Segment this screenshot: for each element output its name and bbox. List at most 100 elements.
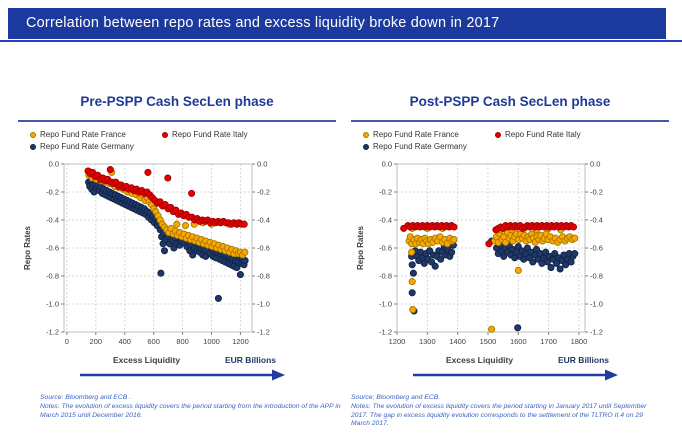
data-point [448,248,456,256]
y-tick-label: -0.4 [379,216,392,225]
data-point [569,223,578,231]
data-point [181,222,190,230]
y-tick-label: -0.2 [379,188,392,197]
data-point [514,324,522,332]
x-axis-label-row: Excess Liquidity EUR Billions [14,355,340,367]
data-point [409,269,417,277]
scatter-plot: 0.0 0.0 -0.2 -0.2 -0.4 -0.4 -0.6 -0.6 -0.8 -0.8 -1… [356,160,603,346]
y-tick-label: -0.8 [257,272,270,281]
legend-item: Repo Fund Rate France [363,130,495,139]
data-point [241,248,249,256]
legend-marker-icon [495,131,501,138]
legend-label: Repo Fund Rate Italy [505,130,581,139]
data-point [556,265,564,273]
data-point [485,240,493,248]
y-tick-label: -0.8 [379,272,392,281]
y-tick-label: -1.0 [257,300,270,309]
legend-label: Repo Fund Rate France [373,130,459,139]
data-point [450,236,458,244]
data-point [240,220,248,228]
data-point [529,258,537,266]
chart-legend: Repo Fund Rate France Repo Fund Rate Ital… [363,130,673,151]
data-point [408,278,416,286]
chart-panel-pre-pspp: Pre-PSPP Cash SecLen phase Repo Fund Rat… [14,94,341,420]
x-tick-label: 1500 [480,337,497,346]
legend-marker-icon [30,143,36,150]
x-tick-label: 1700 [540,337,557,346]
x-axis-label: Excess Liquidity [446,355,514,365]
y-tick-label: -0.6 [590,244,603,253]
notes-text: Notes: The evolution of excess liquidity… [351,402,647,428]
data-point [236,271,244,279]
x-tick-label: 1800 [571,337,588,346]
chart-title: Pre-PSPP Cash SecLen phase [80,94,274,109]
legend-marker-icon [363,143,369,150]
y-tick-label: 0.0 [257,160,267,169]
banner-underline [0,40,682,42]
data-point [157,269,165,277]
data-point [437,255,445,263]
data-point [173,220,181,228]
data-point [514,266,522,274]
legend-item: Repo Fund Rate France [30,130,162,139]
y-tick-label: 0.0 [49,160,59,169]
data-point [547,264,555,272]
x-tick-label: 200 [90,337,103,346]
data-point [408,261,416,269]
y-tick-label: -1.2 [379,328,392,337]
legend-label: Repo Fund Rate Germany [40,142,134,151]
x-tick-label: 1000 [203,337,220,346]
y-axis-title: Repo Rates [23,225,32,270]
x-tick-label: 800 [176,337,189,346]
legend-item: Repo Fund Rate Germany [363,142,495,151]
y-tick-label: -0.6 [257,244,270,253]
notes-text: Notes: The evolution of excess liquidity… [40,402,341,419]
title-banner: Correlation between repo rates and exces… [8,8,666,39]
source-notes: Source: Bloomberg and ECB . Notes: The e… [40,394,346,420]
legend-item: Repo Fund Rate Italy [162,130,340,139]
scatter-plot: 0.0 0.0 -0.2 -0.2 -0.4 -0.4 -0.6 -0.6 -0.8 -0.8 -1… [23,160,270,346]
page-title: Correlation between repo rates and exces… [26,15,500,31]
chart-legend: Repo Fund Rate France Repo Fund Rate Ital… [30,130,340,151]
y-tick-label: -1.0 [590,300,603,309]
data-point [160,247,169,255]
x-axis-unit: EUR Billions [225,355,277,365]
source-text: Source: Bloomberg and ECB. [351,394,441,401]
y-tick-label: -1.2 [590,328,603,337]
x-axis-label-row: Excess Liquidity EUR Billions [347,355,673,367]
y-tick-label: -0.4 [257,216,270,225]
data-point [408,248,416,256]
data-point [571,250,579,258]
y-tick-label: -0.6 [46,244,59,253]
data-point [431,262,439,270]
y-tick-label: -1.2 [257,328,270,337]
y-tick-label: -0.2 [46,188,59,197]
x-tick-label: 0 [65,337,69,346]
y-tick-label: -0.8 [590,272,603,281]
y-tick-label: -1.2 [46,328,59,337]
y-tick-label: -0.6 [379,244,392,253]
y-tick-label: 0.0 [382,160,392,169]
legend-item: Repo Fund Rate Italy [495,130,673,139]
legend-label: Repo Fund Rate Italy [172,130,248,139]
chart-panel-post-pspp: Post-PSPP Cash SecLen phase Repo Fund Ra… [347,94,673,429]
legend-marker-icon [162,131,168,138]
legend-label: Repo Fund Rate Germany [373,142,467,151]
x-tick-label: 1200 [389,337,406,346]
x-tick-label: 400 [118,337,131,346]
data-point [106,166,114,174]
title-rule [351,120,669,122]
data-point [214,294,222,302]
y-tick-label: 0.0 [590,160,600,169]
x-tick-label: 1600 [510,337,527,346]
data-point [144,168,152,176]
y-tick-label: -1.0 [379,300,392,309]
data-point [488,325,496,333]
data-point [188,189,196,197]
axis-arrow-icon [413,369,618,381]
data-point [189,251,197,259]
data-point [409,306,417,314]
data-point [164,174,172,182]
y-tick-label: -0.4 [46,216,59,225]
x-tick-label: 1200 [232,337,249,346]
